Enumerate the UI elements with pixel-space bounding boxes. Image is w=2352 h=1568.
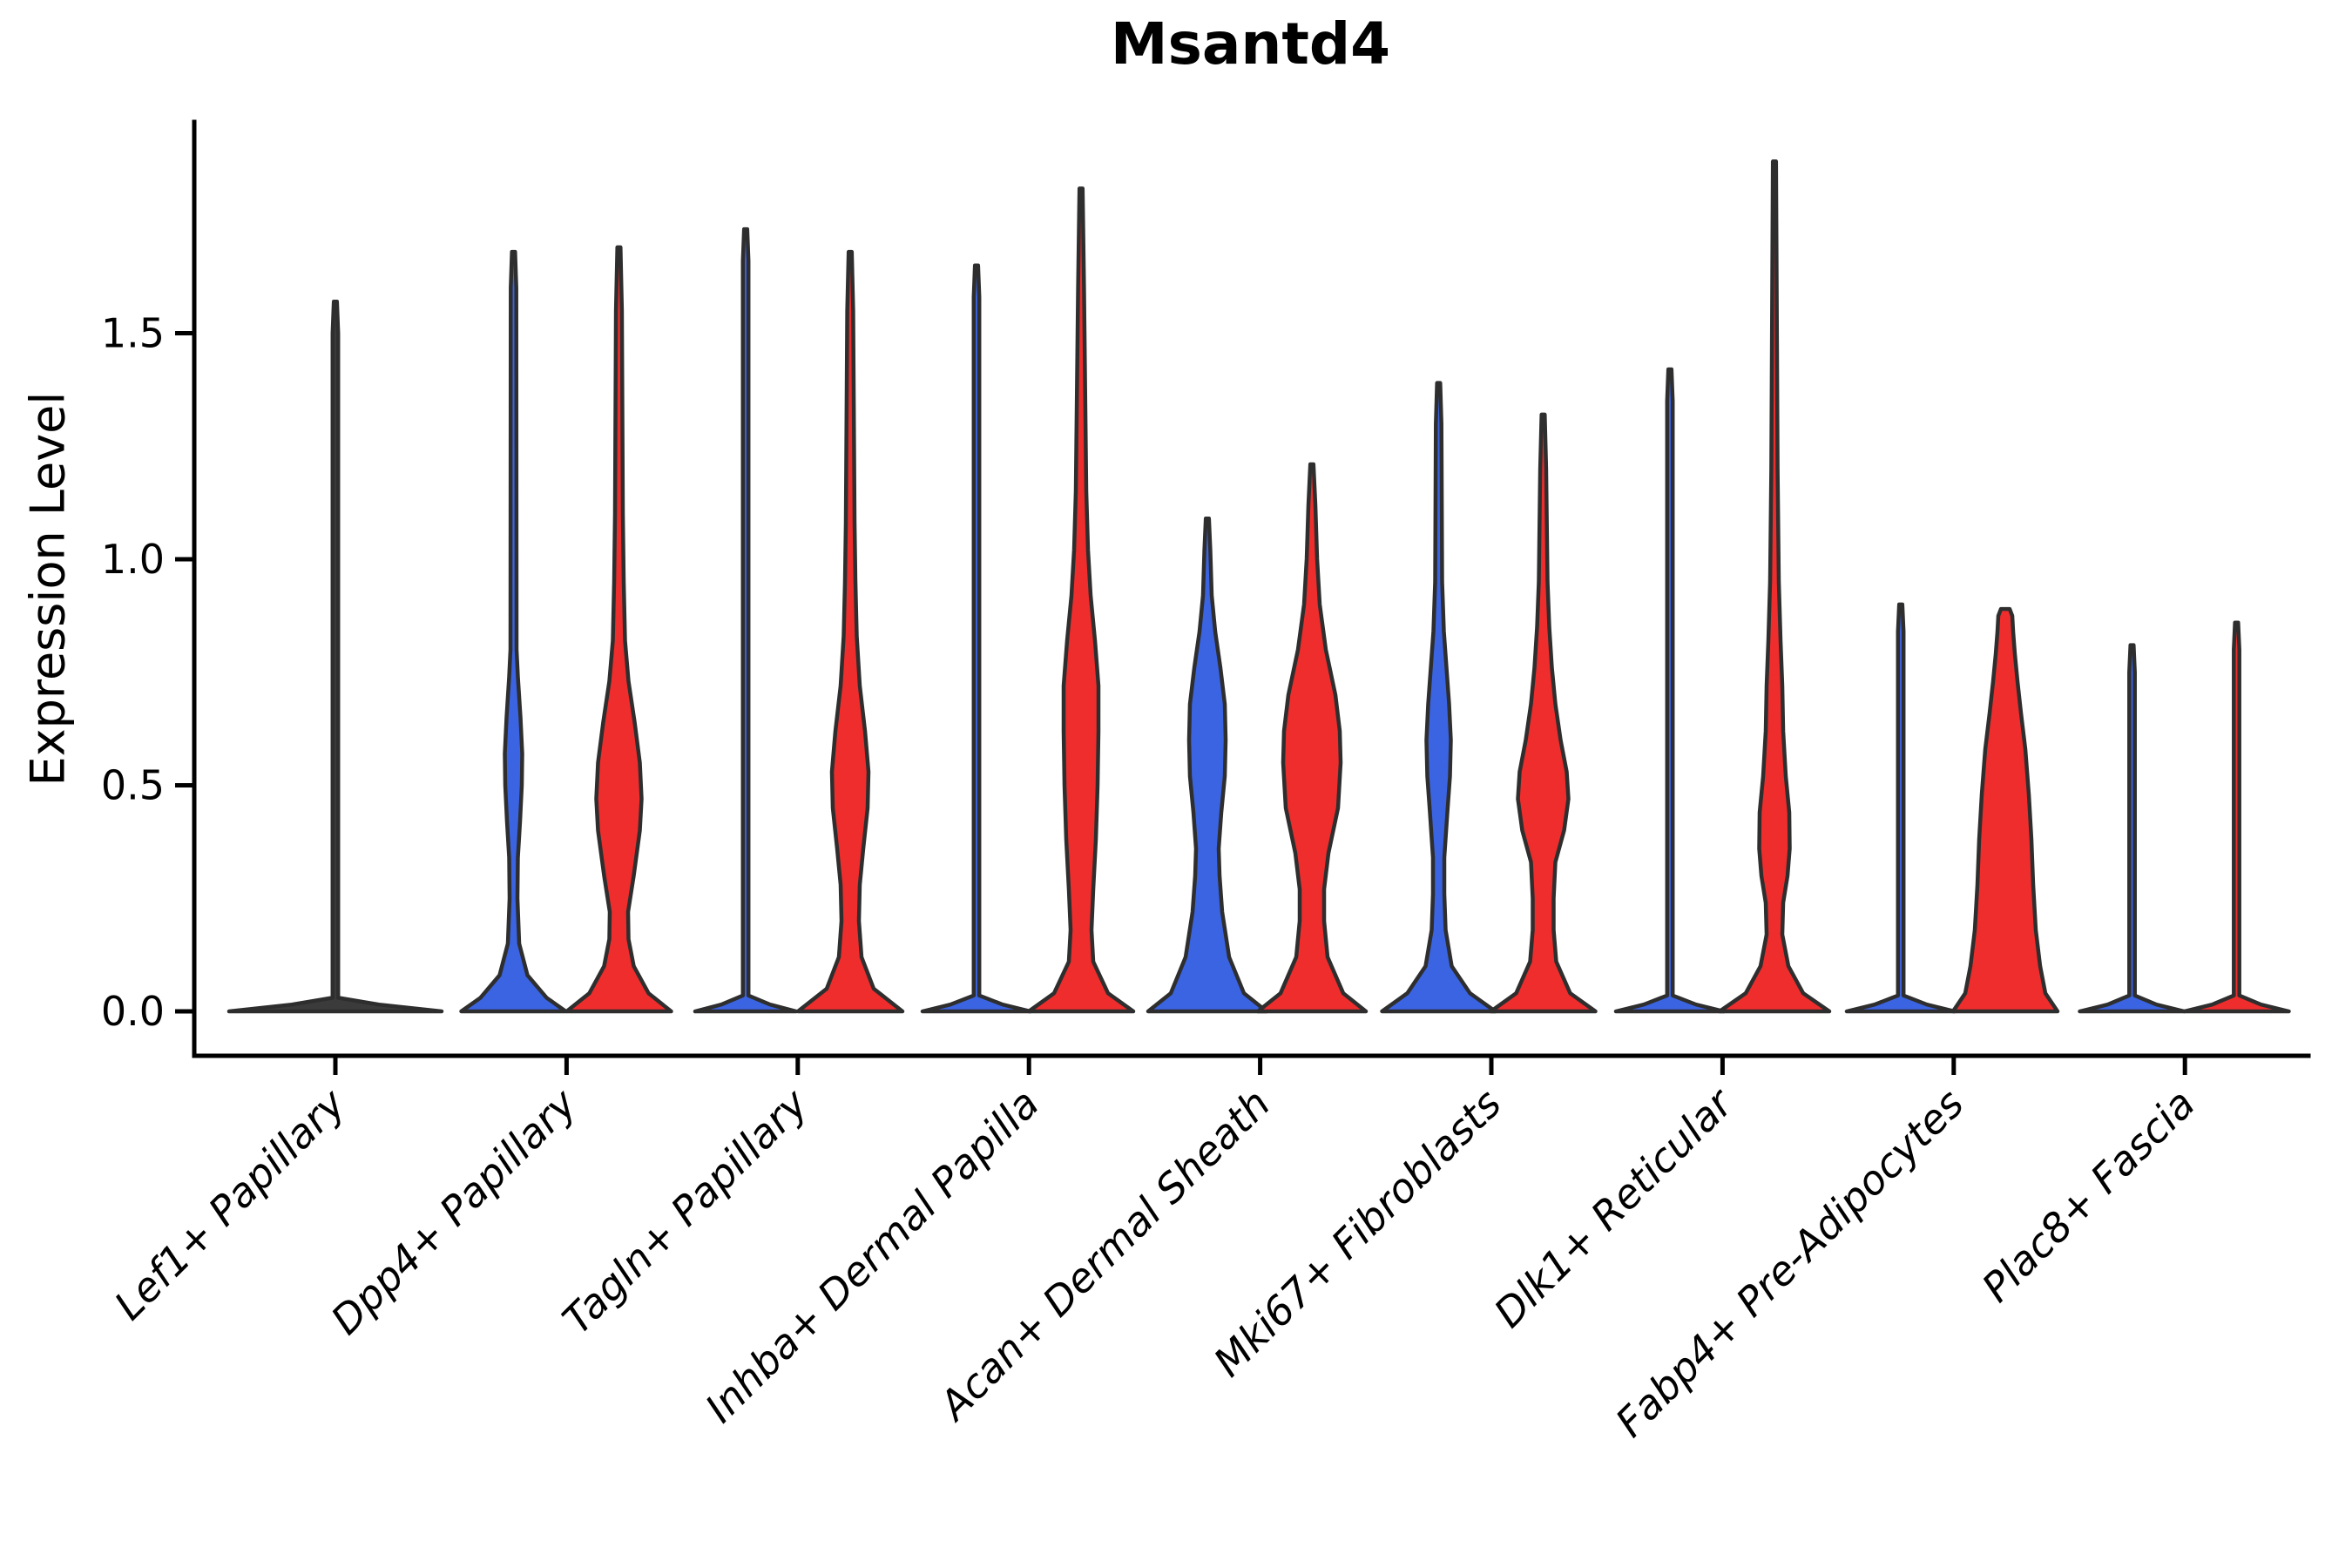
violin-dpp4-papillary-red bbox=[564, 245, 673, 1014]
x-tick-label-dpp4-papillary: Dpp4+ Papillary bbox=[322, 1079, 586, 1343]
violin-dlk1-reticular-blue bbox=[1613, 367, 1727, 1014]
violin-tagln-papillary-red bbox=[795, 249, 905, 1014]
x-tick-label-lef1-papillary: Lef1+ Papillary bbox=[105, 1079, 355, 1328]
violin-plac8-fascia-blue bbox=[2078, 643, 2186, 1014]
violin-tagln-papillary-blue bbox=[693, 226, 799, 1014]
x-tick-label-dlk1-reticular: Dlk1+ Reticular bbox=[1485, 1078, 1744, 1336]
violin-plac8-fascia-red bbox=[2182, 620, 2291, 1014]
x-tick-label-tagln-papillary: Tagln+ Papillary bbox=[553, 1079, 817, 1343]
x-tick-label-plac8-fascia: Plac8+ Fascia bbox=[1973, 1080, 2204, 1311]
plot-title: Msantd4 bbox=[1110, 10, 1391, 78]
violin-inhba-dermal-papilla-blue bbox=[920, 263, 1033, 1014]
violin-fabp4-pre-adipocytes-red bbox=[1950, 606, 2060, 1014]
y-tick-label: 0.5 bbox=[101, 762, 165, 809]
axes-spines bbox=[192, 119, 2311, 1058]
y-tick-label: 1.5 bbox=[101, 310, 165, 357]
violin-dlk1-reticular-red bbox=[1717, 159, 1832, 1014]
violin-inhba-dermal-papilla-red bbox=[1026, 186, 1136, 1014]
violin-dpp4-papillary-blue bbox=[459, 249, 568, 1014]
violin-mki67-fibroblasts-blue bbox=[1380, 381, 1497, 1014]
violin-lef1-papillary-all bbox=[226, 299, 444, 1014]
y-tick-label: 0.0 bbox=[101, 988, 165, 1035]
violin-fabp4-pre-adipocytes-blue bbox=[1844, 602, 1957, 1014]
violin-acan-dermal-sheath-blue bbox=[1146, 517, 1269, 1014]
violin-mki67-fibroblasts-red bbox=[1489, 412, 1598, 1014]
y-tick-label: 1.0 bbox=[101, 536, 165, 583]
violin-acan-dermal-sheath-red bbox=[1255, 462, 1369, 1014]
